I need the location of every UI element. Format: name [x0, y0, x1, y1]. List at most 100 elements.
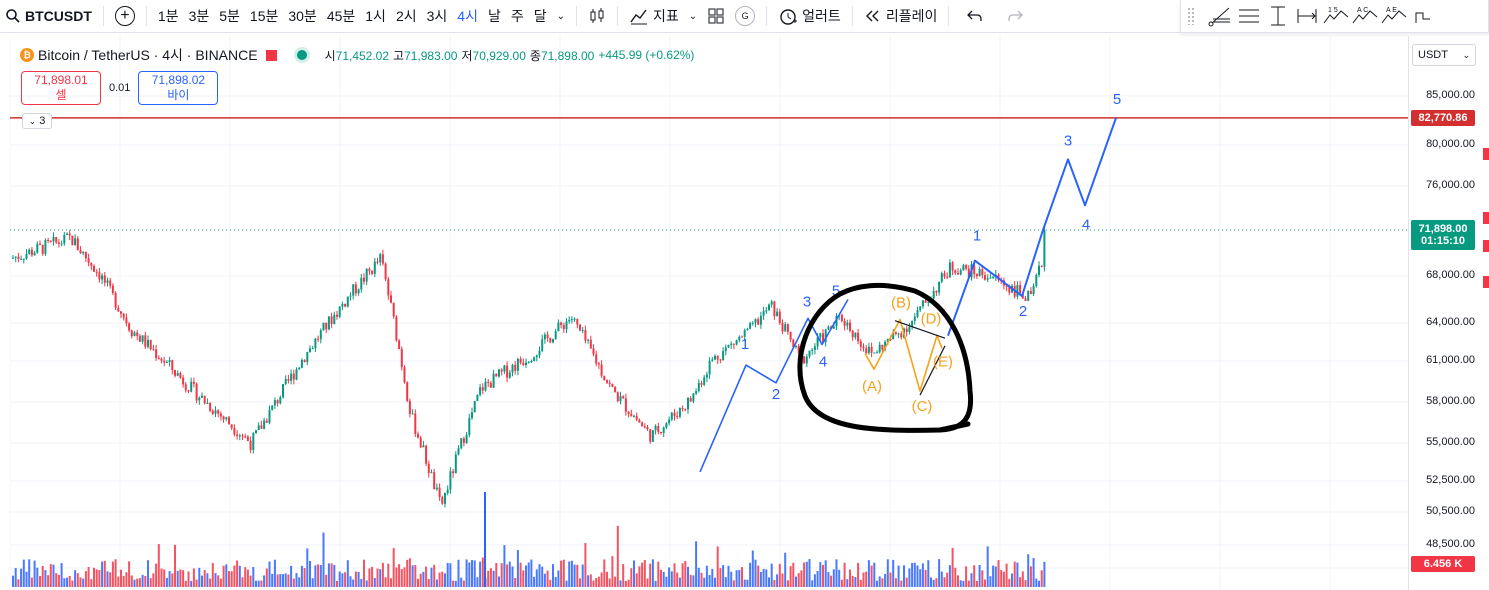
candle-body	[503, 365, 506, 372]
volume-bar	[341, 573, 344, 587]
price-tick: 48,500.00	[1426, 538, 1475, 550]
volume-bar	[695, 541, 698, 587]
indicators-dropdown[interactable]: ⌄	[684, 0, 702, 33]
candle-body	[711, 359, 714, 361]
candle-body	[322, 322, 325, 331]
drag-handle-icon[interactable]	[1187, 7, 1195, 25]
wave-label: (D)	[921, 311, 942, 328]
buy-button[interactable]: 71,898.02 바이	[138, 71, 219, 105]
candle-body	[535, 355, 538, 358]
indicator-collapse-toggle[interactable]: ⌄ 3	[22, 113, 52, 129]
chart-type-button[interactable]	[583, 0, 611, 33]
trend-line-tool[interactable]	[1205, 2, 1234, 31]
volume-bar	[965, 566, 968, 587]
interval-11[interactable]: 주	[510, 8, 524, 24]
candle-body	[182, 377, 185, 385]
pitchfork-tool[interactable]	[1408, 2, 1437, 31]
horizontal-lines-tool[interactable]	[1234, 2, 1263, 31]
symbol-search[interactable]: BTCUSDT	[0, 0, 97, 33]
candle-body	[743, 330, 746, 337]
candle-body	[76, 238, 79, 251]
candle-body	[857, 332, 860, 342]
interval-8[interactable]: 3시	[426, 8, 448, 24]
volume-bar	[333, 564, 336, 587]
replay-button[interactable]: 리플레이	[859, 0, 943, 33]
wave-12345-tool[interactable]: 1 5	[1321, 2, 1350, 31]
volume-bar	[376, 568, 379, 587]
interval-0[interactable]: 1분	[157, 8, 179, 24]
interval-3[interactable]: 15분	[249, 8, 279, 24]
volume-bar	[25, 571, 28, 587]
volume-bar	[1000, 570, 1003, 587]
interval-6[interactable]: 1시	[365, 8, 386, 24]
indicators-button[interactable]: 지표	[624, 0, 684, 33]
wave-abc-tool[interactable]: A C	[1350, 2, 1379, 31]
candle-body	[570, 319, 573, 321]
candle-body	[219, 413, 222, 417]
price-scale[interactable]: 85,000.00 80,000.00 76,000.00 68,000.00 64,0…	[1408, 36, 1489, 590]
interval-2[interactable]: 5분	[219, 8, 240, 24]
divider	[576, 6, 578, 26]
candle-body	[805, 356, 808, 364]
volume-bar	[560, 560, 563, 587]
candle-body	[306, 352, 309, 363]
redo-button[interactable]	[995, 0, 1035, 33]
volume-bar	[597, 576, 600, 587]
candle-body	[738, 336, 741, 341]
layout-button[interactable]	[702, 0, 730, 33]
volume-bar	[354, 571, 357, 587]
candle-body	[714, 355, 716, 360]
candle-body	[867, 346, 870, 354]
candle-body	[90, 262, 93, 266]
price-tick: 58,000.00	[1426, 395, 1475, 407]
sell-button[interactable]: 71,898.01 셀	[21, 71, 101, 105]
volume-bar	[84, 571, 87, 587]
interval-5[interactable]: 45분	[326, 8, 356, 24]
interval-4[interactable]: 30분	[288, 8, 317, 24]
volume-bar	[125, 572, 128, 587]
wave-ae-tool[interactable]: A E	[1379, 2, 1408, 31]
volume-bar	[759, 571, 762, 587]
wave-label: 5	[1113, 91, 1121, 108]
date-range-tool[interactable]	[1292, 2, 1321, 31]
symbol-title[interactable]: Bitcoin / TetherUS · 4시 · BINANCE	[38, 47, 258, 63]
g-button[interactable]: G	[730, 0, 760, 33]
hand-drawn-circle[interactable]	[797, 283, 974, 433]
volume-bar	[892, 559, 895, 587]
candle-body	[506, 365, 509, 378]
interval-9[interactable]: 4시	[457, 8, 478, 24]
candle-body	[400, 349, 403, 368]
candle-body	[938, 281, 941, 293]
candle-body	[646, 426, 649, 430]
candle-body	[549, 338, 552, 343]
interval-12[interactable]: 달	[533, 8, 547, 24]
candle-body	[916, 310, 919, 317]
volume-bar	[562, 559, 565, 587]
volume-bar	[282, 574, 284, 587]
volume-bar	[384, 577, 387, 587]
compare-symbol-button[interactable]: +	[110, 0, 140, 33]
candle-body	[500, 369, 503, 372]
price-chart[interactable]: 1 2 3 4 5 (A) (B) (C) (D) (E) 1 2 3 4 5	[10, 36, 1408, 590]
volume-bar	[881, 578, 884, 587]
volume-bar	[527, 562, 530, 587]
candle-body	[225, 417, 228, 420]
candle-body	[665, 423, 668, 428]
interval-dropdown[interactable]: ⌄	[552, 0, 570, 33]
interval-1[interactable]: 3분	[188, 8, 210, 24]
candle-body	[789, 331, 792, 340]
volume-bar	[846, 579, 849, 587]
alert-button[interactable]: 얼러트	[773, 0, 846, 33]
vertical-line-tool[interactable]	[1263, 2, 1292, 31]
interval-10[interactable]: 날	[487, 8, 501, 24]
currency-select[interactable]: USDT ⌄	[1412, 44, 1476, 66]
candle-body	[560, 322, 563, 325]
candle-body	[252, 433, 255, 451]
elliott-wave-drawings[interactable]: 1 2 3 4 5 (A) (B) (C) (D) (E) 1 2 3 4 5	[699, 91, 1121, 473]
volume-bar	[522, 570, 525, 587]
interval-7[interactable]: 2시	[395, 8, 417, 24]
volume-bar	[211, 563, 214, 587]
volume-bar	[487, 570, 490, 587]
volume-bar	[76, 573, 79, 587]
undo-button[interactable]	[955, 0, 995, 33]
